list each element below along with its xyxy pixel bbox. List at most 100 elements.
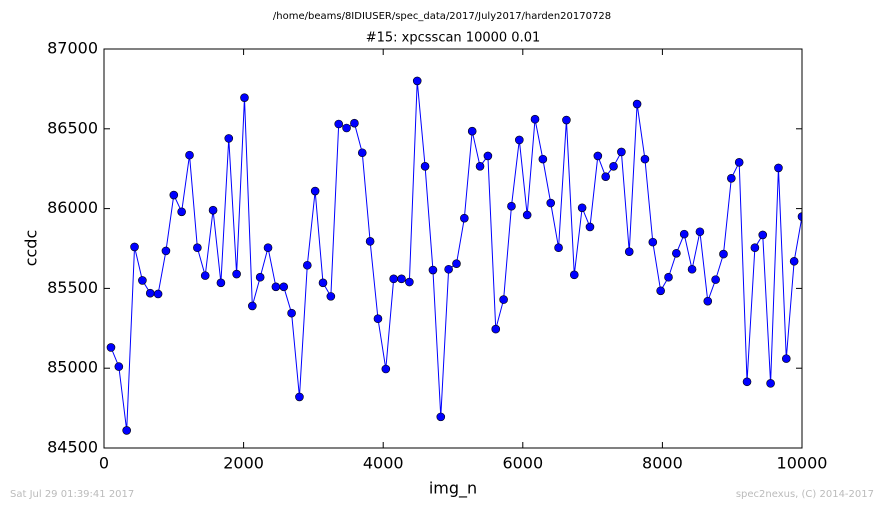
data-point [742, 377, 752, 387]
data-point [467, 126, 477, 136]
footer-left: Sat Jul 29 01:39:41 2017 [10, 489, 134, 500]
data-point [483, 151, 493, 161]
data-point [734, 158, 744, 167]
data-point [326, 292, 336, 301]
data-point [546, 198, 556, 208]
data-point [342, 123, 351, 133]
y-tick-label: 85500 [47, 278, 98, 297]
data-point [530, 114, 540, 124]
data-point [766, 379, 775, 388]
footer-right: spec2nexus, (C) 2014-2017 [736, 489, 874, 500]
data-point [672, 248, 681, 258]
plot-frame [103, 48, 803, 449]
data-point [562, 115, 571, 125]
data-point [648, 237, 658, 247]
data-point [161, 246, 171, 256]
data-point [444, 264, 453, 274]
y-tick-label: 86000 [47, 198, 98, 217]
data-point [585, 222, 595, 232]
data-point [145, 288, 155, 298]
data-point [687, 264, 697, 274]
data-point [554, 243, 563, 253]
data-point [397, 274, 406, 284]
data-point [797, 212, 802, 221]
data-point [216, 278, 226, 288]
data-point [381, 364, 391, 374]
data-point [664, 272, 673, 282]
data-point [350, 118, 359, 128]
data-point [169, 190, 179, 200]
data-point [475, 162, 485, 171]
data-point [515, 135, 524, 145]
data-point [138, 276, 147, 285]
data-point [114, 362, 124, 371]
data-point [499, 295, 508, 304]
data-point [538, 154, 548, 164]
data-point [373, 314, 383, 324]
data-point [632, 99, 642, 109]
data-point [640, 154, 650, 164]
data-point [460, 213, 469, 223]
data-point [248, 301, 257, 311]
data-point [609, 162, 618, 171]
data-point [522, 210, 532, 220]
data-point [624, 247, 634, 256]
data-point [287, 308, 296, 318]
data-point [389, 274, 398, 284]
data-point [679, 229, 689, 239]
data-point [365, 237, 375, 246]
data-point [122, 426, 131, 435]
data-point [750, 243, 760, 253]
data-point [412, 76, 422, 86]
x-axis-label: img_n [429, 479, 477, 499]
data-point [452, 259, 461, 268]
data-point [774, 163, 783, 173]
data-point [271, 282, 281, 292]
data-point [405, 277, 414, 287]
y-tick-label: 84500 [47, 438, 98, 457]
data-point [789, 256, 799, 266]
data-point [719, 249, 728, 259]
data-point [255, 272, 265, 282]
data-point [224, 134, 234, 143]
data-point [106, 343, 116, 352]
data-point [428, 265, 438, 275]
y-tick-label: 85000 [47, 358, 98, 377]
data-point [703, 296, 713, 306]
x-tick-label: 2000 [223, 454, 264, 473]
data-point [208, 205, 218, 215]
data-point [758, 230, 768, 240]
data-point [577, 203, 587, 213]
data-point [569, 270, 579, 280]
data-point [727, 173, 736, 183]
data-point [593, 151, 603, 161]
data-point [200, 271, 210, 280]
data-point [240, 93, 249, 102]
data-point [601, 172, 610, 181]
suptitle: /home/beams/8IDIUSER/spec_data/2017/July… [273, 11, 611, 22]
data-point [295, 392, 304, 402]
y-tick-label: 86500 [47, 118, 98, 137]
data-point [153, 289, 163, 299]
data-point [193, 243, 202, 253]
data-point [507, 201, 516, 211]
data-point [617, 147, 626, 157]
y-axis-label: ccdc [22, 230, 41, 267]
data-point [491, 324, 501, 334]
data-point [334, 119, 344, 129]
data-point [279, 282, 289, 292]
data-point [656, 286, 665, 296]
x-tick-label: 10000 [777, 454, 828, 473]
data-point [711, 275, 720, 284]
data-point [302, 260, 312, 270]
x-tick-label: 4000 [363, 454, 404, 473]
data-point [263, 243, 273, 253]
data-point [436, 412, 446, 422]
data-point [130, 242, 139, 252]
x-tick-label: 0 [99, 454, 109, 473]
data-point [357, 148, 367, 158]
data-point [310, 186, 320, 196]
x-tick-label: 8000 [642, 454, 683, 473]
